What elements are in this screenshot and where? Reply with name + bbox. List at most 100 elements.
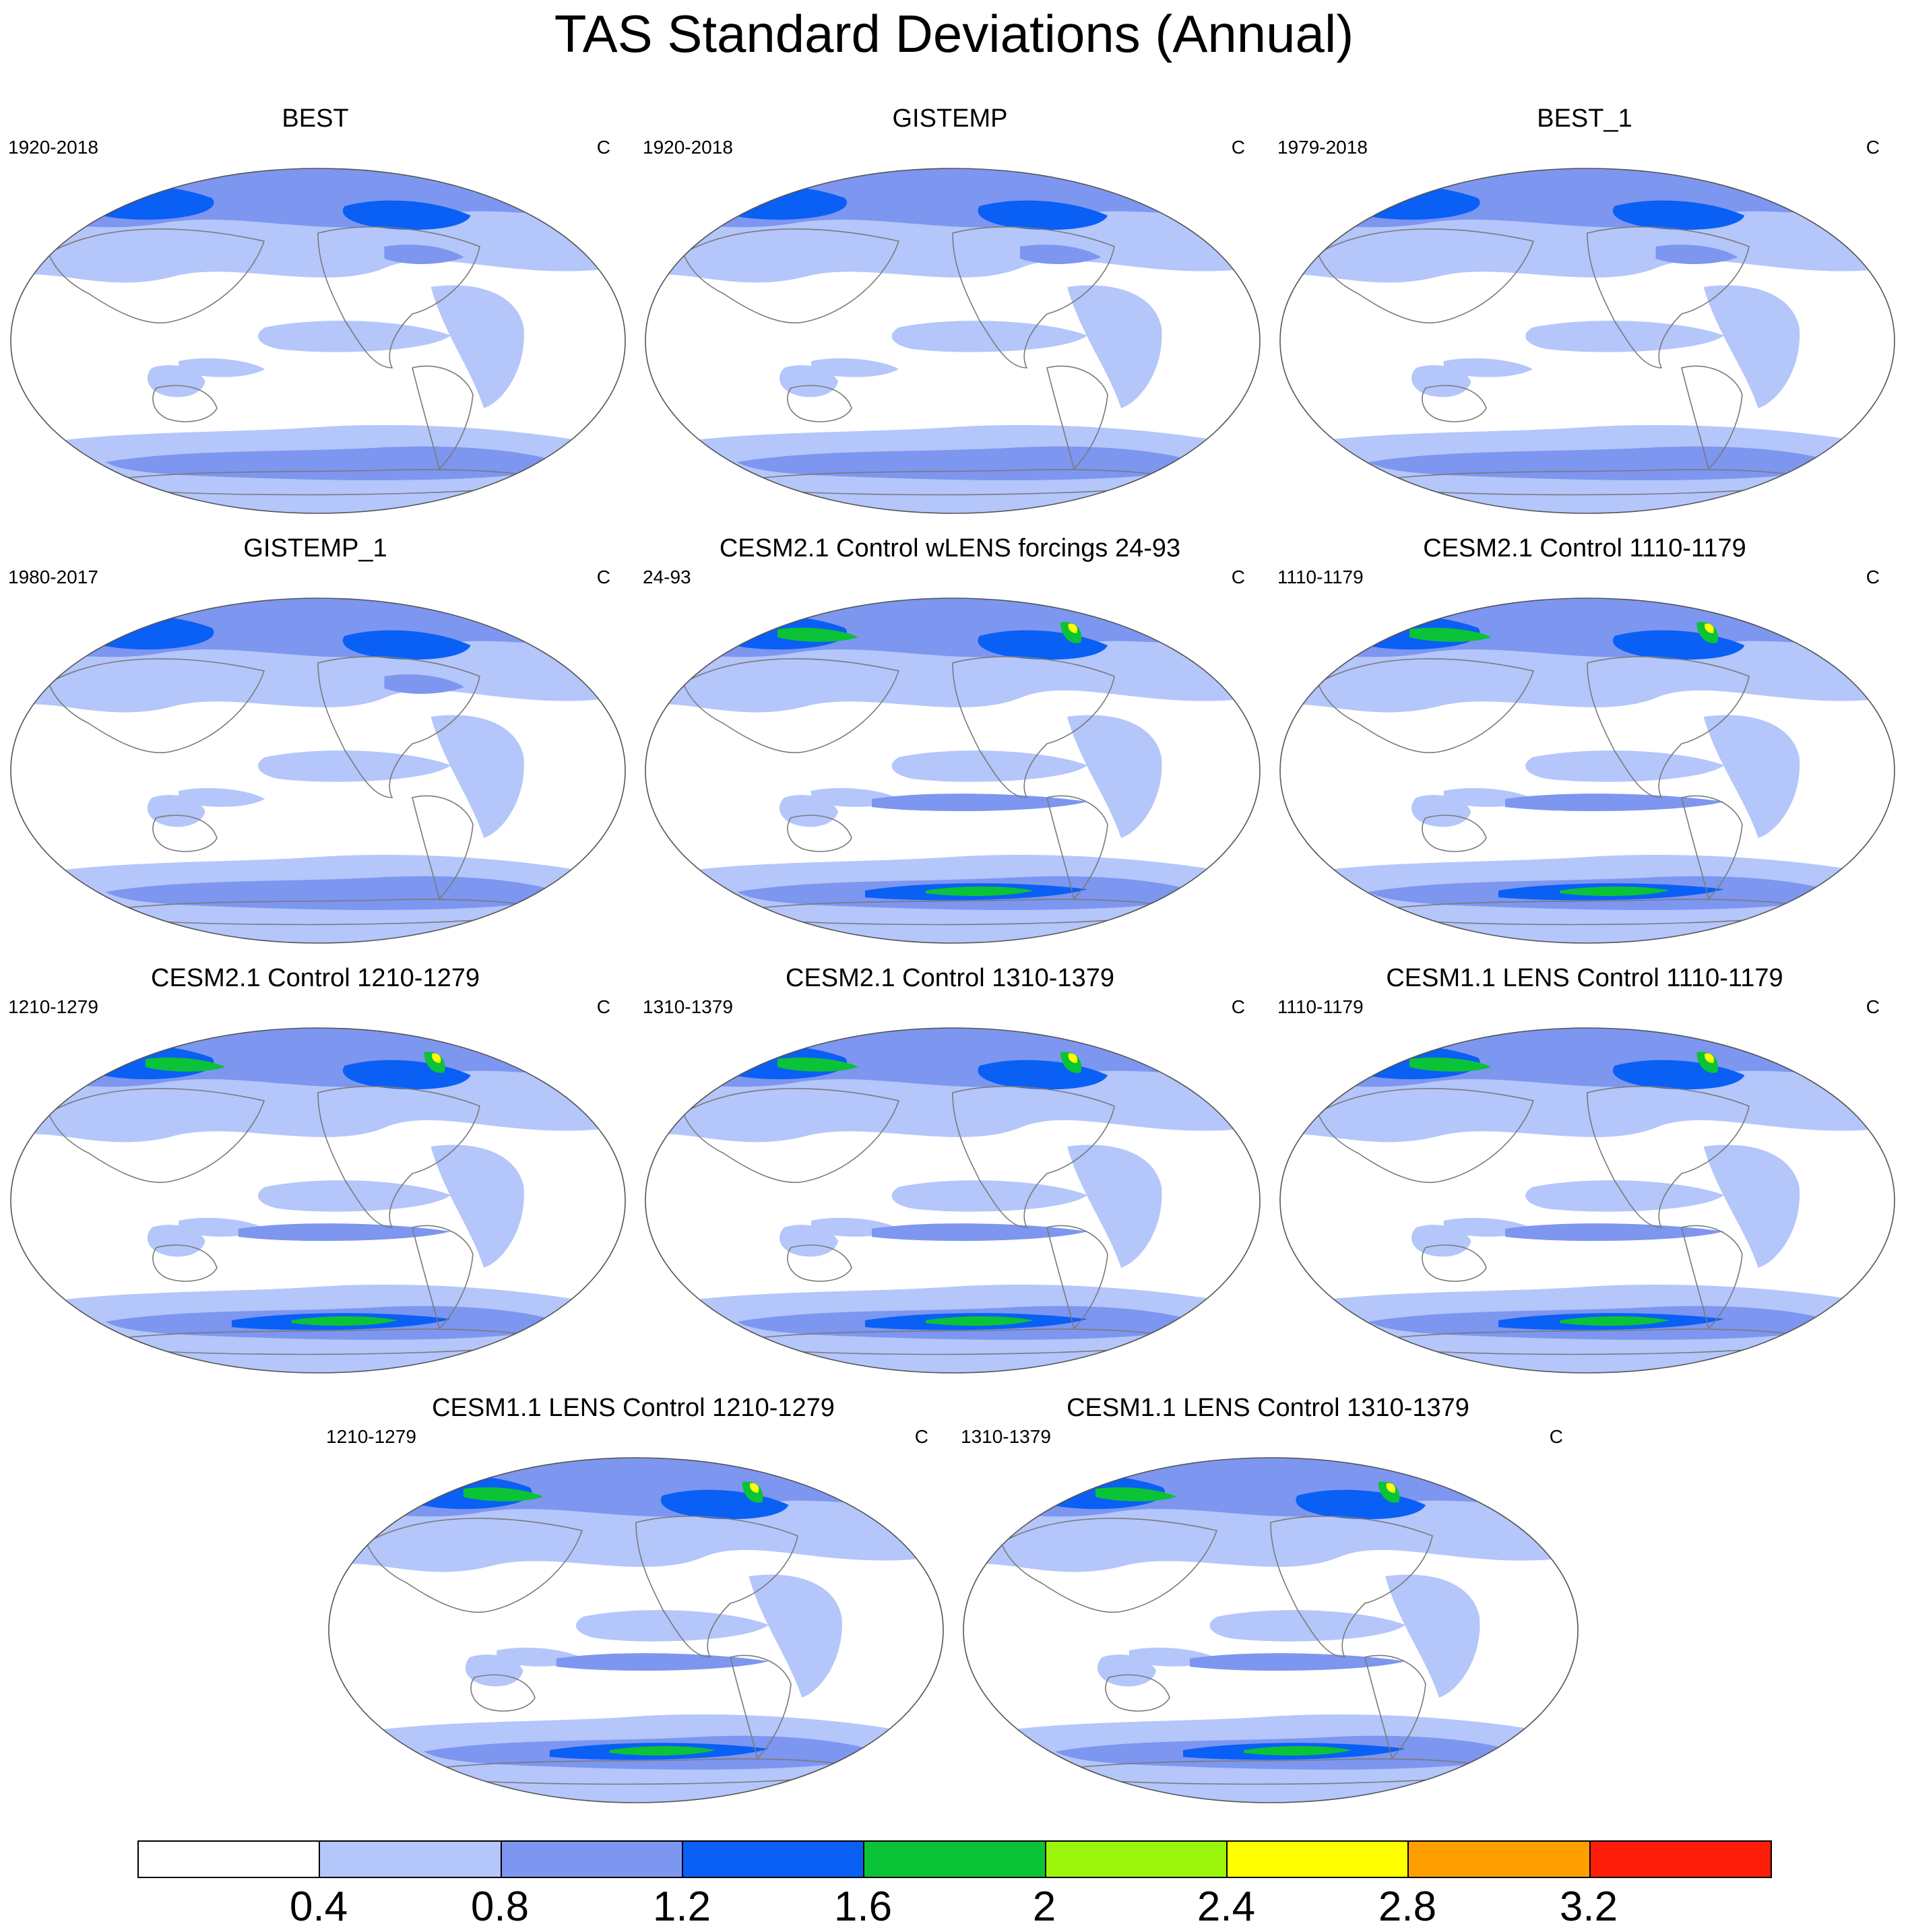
coastline [952, 226, 1115, 368]
colorbar-label: 1.2 [652, 1883, 711, 1930]
contour-region [750, 1483, 759, 1493]
world-map [645, 168, 1261, 514]
panel-units: C [1866, 567, 1880, 587]
contour-region [872, 1223, 1087, 1242]
figure-title: TAS Standard Deviations (Annual) [554, 4, 1354, 63]
colorbar-box [1407, 1840, 1591, 1878]
coastline [1270, 1516, 1433, 1658]
map-panel: GISTEMP 1920-2018 C [635, 98, 1265, 516]
map-panel: BEST_1 1979-2018 C [1269, 98, 1900, 516]
contour-region [145, 1057, 226, 1072]
contour-region [1334, 1044, 1368, 1054]
coastline [412, 365, 474, 470]
panel-period: 1110-1179 [1277, 567, 1364, 587]
map-outline [645, 598, 1261, 944]
panel-period: 24-93 [643, 567, 691, 587]
panel-units: C [1231, 137, 1245, 158]
contour-region [780, 1225, 838, 1257]
coastline [1000, 1518, 1218, 1613]
coastline [1316, 658, 1535, 754]
map-panel: GISTEMP_1 1980-2017 C [0, 528, 631, 946]
map-outline [328, 1457, 944, 1803]
colorbar-box [682, 1840, 865, 1878]
contour-region [749, 1574, 842, 1698]
contour-region [1385, 1574, 1480, 1698]
world-map [645, 1027, 1261, 1374]
contour-region [147, 1225, 205, 1257]
contour-region [147, 795, 205, 827]
panel-title: CESM2.1 Control 1210-1279 [151, 964, 480, 992]
contour-region [342, 630, 471, 660]
colorbar-box [1226, 1840, 1409, 1878]
colorbar-box [863, 1840, 1046, 1878]
coastline [787, 385, 852, 422]
panel-period: 1110-1179 [1277, 996, 1364, 1017]
panel-units: C [596, 137, 610, 158]
panel-title: CESM2.1 Control 1110-1179 [1423, 534, 1746, 562]
coastline [1046, 1225, 1108, 1330]
map-outline [1279, 598, 1895, 944]
map-panel: CESM2.1 Control 1210-1279 1210-1279 C [0, 958, 631, 1376]
colorbar-box [1044, 1840, 1228, 1878]
colorbar-box [1589, 1840, 1772, 1878]
world-map [1279, 598, 1895, 944]
contour-region [703, 1044, 736, 1054]
panel-units: C [596, 996, 610, 1017]
coastline [47, 658, 265, 754]
coastline [682, 1088, 900, 1184]
contour-region [1443, 358, 1533, 377]
panel-title: GISTEMP_1 [243, 534, 387, 562]
map-panel: CESM1.1 LENS Control 1310-1379 1310-1379… [953, 1388, 1583, 1805]
panel-title: BEST [282, 104, 349, 133]
coastline [1681, 365, 1743, 470]
contour-region [1705, 1053, 1714, 1063]
contour-fill-layer [645, 598, 1260, 943]
coastline [1364, 1654, 1426, 1760]
coastline [682, 228, 900, 324]
contour-region [72, 1044, 104, 1054]
contour-region [431, 285, 524, 408]
contour-region [431, 1145, 524, 1268]
coastline [1681, 795, 1743, 900]
contour-region [556, 1653, 769, 1671]
contour-region [1098, 1654, 1156, 1687]
panel-title: CESM1.1 LENS Control 1310-1379 [1067, 1394, 1469, 1422]
panel-title: CESM1.1 LENS Control 1210-1279 [432, 1394, 835, 1422]
contour-region [384, 245, 464, 264]
panel-period: 1920-2018 [643, 137, 733, 158]
contour-region [1067, 285, 1162, 408]
coastline [787, 1244, 852, 1282]
contour-region [291, 1316, 398, 1326]
map-panel: BEST 1920-2018 C [0, 98, 631, 516]
contour-region [717, 187, 748, 195]
coastline [470, 1674, 536, 1712]
contour-region [463, 1487, 544, 1502]
coastline [1046, 365, 1108, 470]
coastline [317, 226, 480, 368]
colorbar-label: 2 [1032, 1883, 1056, 1930]
contour-region [872, 794, 1087, 812]
contour-region [1020, 245, 1101, 264]
colorbar-box [319, 1840, 502, 1878]
contour-region [465, 1654, 523, 1687]
panel-units: C [1231, 996, 1245, 1017]
world-map [645, 598, 1261, 944]
coastline [635, 1516, 798, 1658]
coastline [317, 656, 480, 798]
contour-region [780, 795, 838, 827]
contour-region [179, 358, 265, 377]
contour-region [1411, 1225, 1471, 1257]
panel-units: C [1866, 137, 1880, 158]
map-outline [963, 1457, 1579, 1803]
coastline [412, 1225, 474, 1330]
world-map [1279, 1027, 1895, 1374]
panel-units: C [596, 567, 610, 587]
contour-region [1409, 237, 1519, 259]
contour-region [1280, 598, 1895, 657]
map-panel: CESM1.1 LENS Control 1210-1279 1210-1279… [318, 1388, 949, 1805]
contour-region [1655, 245, 1738, 264]
coastline [152, 1244, 218, 1282]
contour-region [1067, 1145, 1162, 1268]
contour-region [1703, 285, 1800, 408]
panel-period: 1310-1379 [643, 996, 733, 1017]
